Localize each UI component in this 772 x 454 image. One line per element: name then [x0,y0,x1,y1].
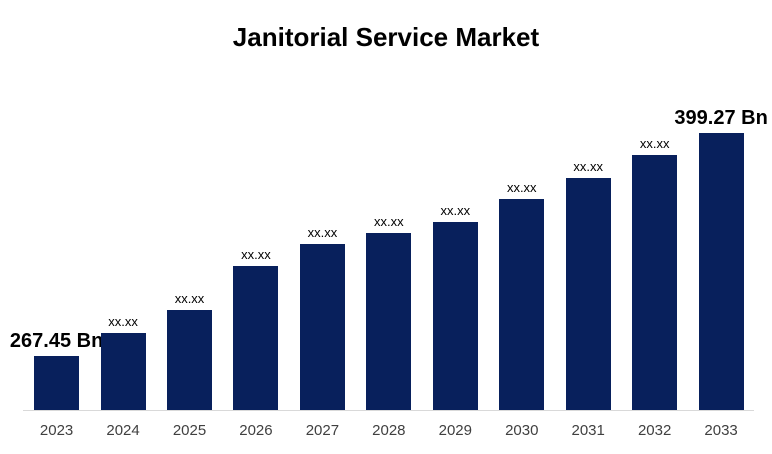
bar-value-label: xx.xx [108,314,138,329]
bar-value-label: xx.xx [440,203,471,218]
x-axis-label-2028: 2028 [372,422,406,439]
x-axis-label-2027: 2027 [305,422,340,439]
bar-2024 [100,333,146,410]
bar-2029 [432,222,478,410]
x-axis-label-2023: 2023 [39,422,74,439]
bar-value-label: xx.xx [174,291,205,306]
bar-value-label: xx.xx [374,214,404,229]
bar-value-label: xx.xx [573,159,603,174]
bar-2032 [632,155,678,410]
bar-2026 [233,266,279,410]
bar-2025 [167,310,212,410]
bar-2030 [499,199,545,410]
bar-value-label: xx.xx [307,225,338,240]
x-axis-label-2029: 2029 [438,422,472,439]
x-axis-line [23,410,754,411]
bar-value-label: xx.xx [241,247,271,262]
chart-title: Janitorial Service Market [232,22,540,52]
x-axis-label-2024: 2024 [106,422,140,439]
x-axis-label-2026: 2026 [239,422,273,439]
bar-2031 [565,178,611,410]
bar-2033 [698,133,744,410]
x-axis-label-2030: 2030 [505,422,539,439]
bar-2023 [34,356,80,410]
bar-value-label: xx.xx [506,180,537,195]
x-axis-label-2032: 2032 [637,422,672,439]
bar-2027 [299,244,345,410]
bar-value-label: 267.45 Bn [9,330,104,352]
x-axis-label-2031: 2031 [571,422,605,439]
x-axis-label-2025: 2025 [172,422,207,439]
bar-value-label: xx.xx [639,136,670,151]
bar-2028 [366,233,412,410]
bar-value-label: 399.27 Bn [674,107,768,129]
x-axis-label-2033: 2033 [704,422,738,439]
